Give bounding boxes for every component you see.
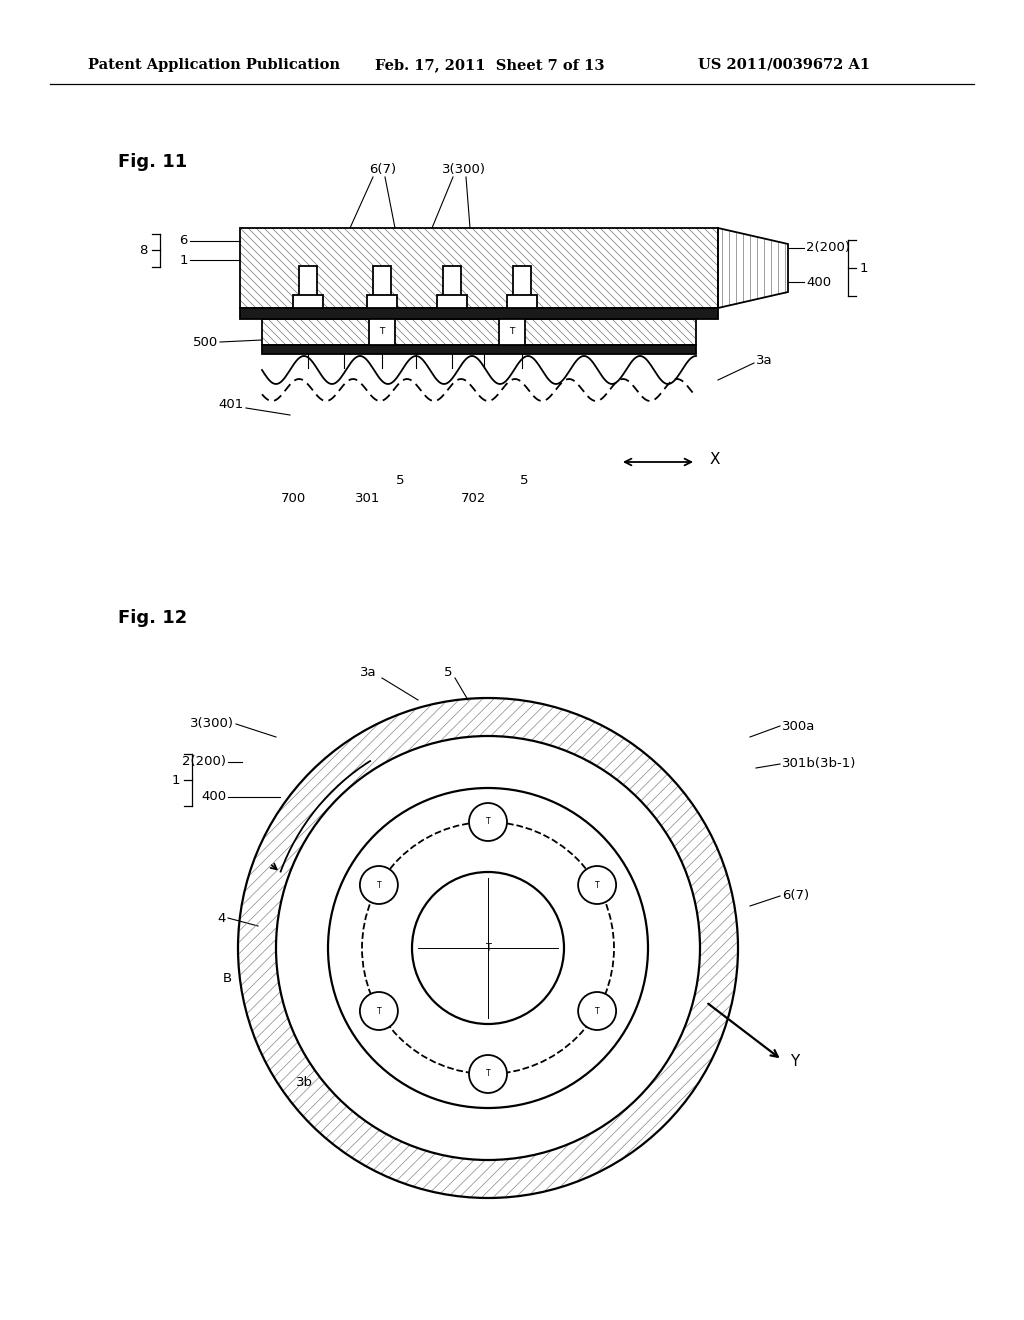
Text: 3a: 3a — [756, 354, 773, 367]
Text: 3a: 3a — [359, 665, 376, 678]
Bar — [499, 319, 525, 345]
Text: 301: 301 — [355, 491, 381, 504]
Bar — [262, 319, 696, 345]
Bar — [299, 267, 317, 308]
Text: 301b(3b-1): 301b(3b-1) — [782, 758, 856, 771]
Circle shape — [359, 993, 398, 1030]
Circle shape — [238, 698, 738, 1199]
Circle shape — [579, 866, 616, 904]
Text: Y: Y — [790, 1055, 800, 1069]
Text: 401: 401 — [219, 399, 244, 412]
Circle shape — [276, 737, 700, 1160]
Text: US 2011/0039672 A1: US 2011/0039672 A1 — [698, 58, 870, 73]
Text: X: X — [710, 453, 721, 467]
Bar — [293, 294, 323, 308]
Circle shape — [469, 1055, 507, 1093]
Text: 400: 400 — [201, 791, 226, 804]
Text: 5: 5 — [443, 665, 453, 678]
Text: 1: 1 — [179, 253, 188, 267]
Text: 6: 6 — [179, 235, 188, 248]
Bar — [240, 228, 718, 308]
Text: T: T — [485, 817, 490, 826]
Text: 500: 500 — [193, 335, 218, 348]
Text: T: T — [485, 942, 490, 953]
Text: 1: 1 — [485, 1085, 495, 1098]
Circle shape — [412, 873, 564, 1024]
Circle shape — [579, 993, 616, 1030]
Bar — [240, 228, 718, 308]
Text: 702: 702 — [462, 491, 486, 504]
Text: 6(7): 6(7) — [782, 890, 809, 903]
Circle shape — [469, 803, 507, 841]
Bar — [262, 319, 696, 345]
Bar — [443, 267, 461, 308]
Text: 400: 400 — [806, 276, 831, 289]
Text: T: T — [595, 880, 599, 890]
Text: T: T — [377, 880, 381, 890]
Text: 3(300): 3(300) — [442, 164, 486, 177]
Text: Fig. 12: Fig. 12 — [118, 609, 187, 627]
Text: T: T — [379, 327, 385, 337]
Bar — [513, 267, 531, 308]
Bar — [262, 345, 696, 354]
Text: T: T — [377, 1006, 381, 1015]
Text: T: T — [485, 1069, 490, 1078]
Text: 2(200): 2(200) — [182, 755, 226, 768]
Text: 300a: 300a — [782, 719, 815, 733]
Text: 2(200): 2(200) — [806, 242, 850, 255]
Bar — [369, 319, 395, 345]
Text: Feb. 17, 2011  Sheet 7 of 13: Feb. 17, 2011 Sheet 7 of 13 — [375, 58, 604, 73]
Text: 1: 1 — [171, 774, 180, 787]
Bar — [437, 294, 467, 308]
Polygon shape — [718, 228, 788, 308]
Text: 700: 700 — [282, 491, 306, 504]
Text: 6(9): 6(9) — [558, 1085, 586, 1098]
Text: 3(300): 3(300) — [190, 718, 234, 730]
Text: Patent Application Publication: Patent Application Publication — [88, 58, 340, 73]
Text: 401: 401 — [393, 1085, 419, 1098]
Bar — [373, 267, 391, 308]
Bar — [507, 294, 537, 308]
Text: 8: 8 — [485, 1122, 495, 1134]
Text: T: T — [595, 1006, 599, 1015]
Text: 5: 5 — [520, 474, 528, 487]
Circle shape — [359, 866, 398, 904]
Text: 5: 5 — [395, 474, 404, 487]
Text: B: B — [223, 972, 232, 985]
Text: 3b: 3b — [296, 1076, 312, 1089]
Text: T: T — [509, 327, 515, 337]
Text: 6(7): 6(7) — [370, 164, 396, 177]
Text: Fig. 11: Fig. 11 — [118, 153, 187, 172]
Bar — [240, 308, 718, 319]
Bar — [367, 294, 397, 308]
Text: 4: 4 — [218, 912, 226, 924]
Text: 1: 1 — [860, 261, 868, 275]
Text: 8: 8 — [139, 243, 148, 256]
